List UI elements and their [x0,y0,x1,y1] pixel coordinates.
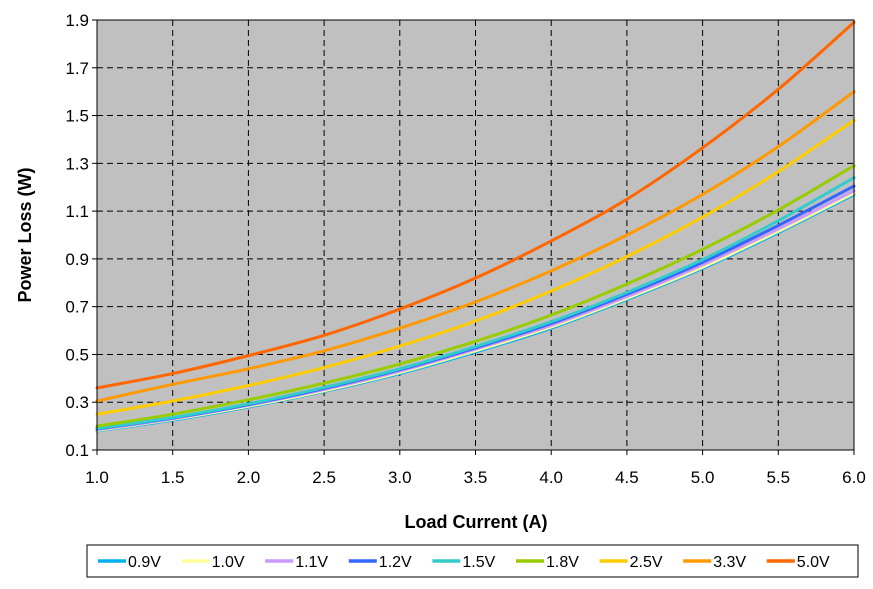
x-tick-label: 3.0 [388,468,412,487]
y-tick-label: 1.9 [65,11,89,30]
legend-label: 1.5V [462,554,495,571]
series-line-1-5v [95,176,856,430]
x-tick-label: 5.5 [766,468,790,487]
y-tick-label: 1.3 [65,154,89,173]
legend-label: 3.3V [713,554,746,571]
series-line-2-5v [95,118,856,416]
series-line-3-3v [95,90,856,403]
y-tick-label: 1.1 [65,202,89,221]
y-tick-label: 0.5 [65,345,89,364]
legend: 0.9V 1.0V 1.1V 1.2V 1.5V 1.8V 2.5V 3.3V 5.0V [86,544,859,578]
y-tick-label: 1.7 [65,59,89,78]
legend-label: 0.9V [128,554,161,571]
legend-label: 1.8V [546,554,579,571]
legend-label: 1.0V [212,554,245,571]
legend-label: 1.2V [379,554,412,571]
x-tick-label: 6.0 [842,468,866,487]
x-tick-label: 4.5 [615,468,639,487]
x-tick-label: 1.5 [161,468,185,487]
legend-label: 1.1V [295,554,328,571]
x-tick-label: 3.5 [464,468,488,487]
legend-label: 5.0V [797,554,830,571]
x-tick-label: 5.0 [691,468,715,487]
y-tick-label: 0.9 [65,250,89,269]
legend-label: 2.5V [630,554,663,571]
series-line-5-0v [95,20,856,390]
legend-box [86,544,859,578]
y-tick-label: 0.3 [65,393,89,412]
y-tick-label: 1.5 [65,107,89,126]
y-tick-label: 0.1 [65,441,89,460]
x-tick-label: 2.0 [237,468,261,487]
x-axis-title: Load Current (A) [405,512,548,532]
x-tick-label: 4.0 [539,468,563,487]
x-tick-label: 1.0 [85,468,109,487]
series-line-1-8v [95,164,856,428]
x-tick-label: 2.5 [312,468,336,487]
y-tick-label: 0.7 [65,298,89,317]
y-axis-title: Power Loss (W) [15,167,35,302]
